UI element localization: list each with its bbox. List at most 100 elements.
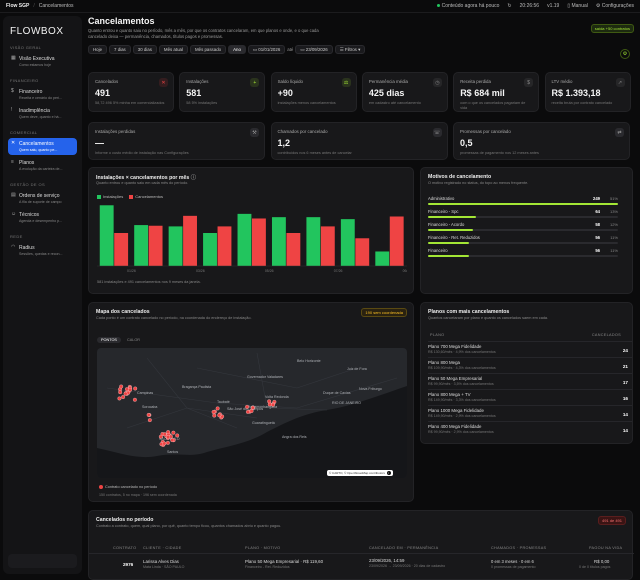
cancel-point[interactable] [212,413,217,418]
cancel-point[interactable] [132,397,137,402]
period-button[interactable]: Hoje [88,45,108,54]
tick-label: 05/26 [265,269,274,273]
map-place-label: Angra dos Reis [282,435,307,439]
cancel-point[interactable] [128,387,133,392]
cancel-point[interactable] [271,402,275,407]
user-menu[interactable] [8,554,77,568]
sidebar-item-desc: Quem deve, quanto e há... [19,115,62,119]
cancel-point[interactable] [146,413,151,417]
tab-heat[interactable]: CALOR [126,338,141,342]
cancel-point[interactable] [166,430,171,435]
settings-button[interactable]: ⚙ Configurações [595,3,634,9]
period-button[interactable]: Ano [228,45,246,54]
sidebar-item-ordens-de-servi-o[interactable]: ▤ Ordens de serviço A fila de suporte de c… [8,190,77,207]
cancel-point[interactable] [267,399,272,404]
reason-count: 249 [593,196,600,201]
app-name[interactable]: Flow SGP [6,3,30,9]
plan-row[interactable]: Plano 700 Mega Fidelidade R$ 130,60/mês ·… [428,341,632,354]
kpi-card: LTV médio R$ 1.393,18 receita bruta por co… [544,72,631,112]
bar-cancel [114,233,129,266]
sidebar-item-t-cnicos[interactable]: ☺ Técnicos Agenda e desempenho p... [8,209,77,226]
reason-name: Financeiro [428,248,448,253]
plan-count: 17 [622,380,628,385]
clock-icon: ◷ [432,78,442,87]
cancel-point[interactable] [162,432,167,437]
table-column-header[interactable]: PLANO · MOTIVO [245,546,281,550]
cancel-point[interactable] [170,438,175,443]
plan-row[interactable]: Plano 800 Mega R$ 109,90/mês · 4,3% dos c… [428,357,632,370]
manual-button[interactable]: ▯ Manual [567,3,588,9]
date-separator: até [287,47,294,52]
logo[interactable]: FLOWBOX [10,26,64,37]
sidebar-item-cancelamentos[interactable]: ✕ Cancelamentos Quem saiu, quanto pe... [8,138,77,155]
cancel-point[interactable] [162,441,167,446]
cancel-point[interactable] [175,433,180,438]
alert-icon: ! [11,107,13,113]
dashboard-settings-icon[interactable]: ⚙ [620,49,630,59]
plan-name: Plano 50 Mega Empresarial [428,376,483,381]
cancel-point[interactable] [147,418,152,423]
sidebar-item-text: Financeiro Receita e cenário do perí... [19,89,62,100]
cancel-point[interactable] [119,384,124,389]
table-column-header[interactable]: PAGOU NA VIDA [589,546,623,550]
refresh-icon[interactable]: ↻ [507,3,512,9]
cancel-point[interactable] [211,410,216,414]
install-vs-cancel-chart-card: Instalações × cancelamentos por mês ⓘ Qu… [88,167,414,294]
cancel-point[interactable] [118,390,123,395]
more-filters-button[interactable]: ☰ Filtros ▾ [334,45,366,54]
reason-row: Financeiro - Acordo 58 12% [428,222,618,231]
table-column-header[interactable]: CONTRATO [113,546,137,550]
period-button[interactable]: Mês passado [189,45,227,54]
kpi-value: 491 [95,88,111,98]
cancel-point[interactable] [165,440,170,445]
map-place-label: Duque de Caxias [323,391,351,395]
table-column-header[interactable]: CLIENTE · CIDADE [143,546,182,550]
cancel-point[interactable] [171,430,176,435]
date-from-input[interactable]: ▭ 01/01/2026 [247,45,286,54]
cancel-point[interactable] [217,413,222,418]
info-icon[interactable]: ⓘ [190,175,196,181]
plan-row[interactable]: Plano 1000 Mega Fidelidade R$ 149,90/mês … [428,405,632,418]
sidebar-item-desc: Quem saiu, quanto pe... [19,148,58,152]
map-place-label: Juiz de Fora [347,367,367,371]
cancel-point[interactable] [166,435,171,440]
sidebar-item-planos[interactable]: ≡ Planos A evolução da carteira de... [8,157,77,174]
dollar-icon: $ [11,88,14,94]
table-row[interactable]: 2976 Larissa Alves Dias Mata Linda · SÃO P… [89,553,634,573]
sidebar-item-inadimpl-ncia[interactable]: ! Inadimplência Quem deve, quanto e há... [8,105,77,122]
sidebar-item-radius[interactable]: ◠ Radius Sessões, quedas e recon... [8,242,77,259]
plan-row[interactable]: Plano 800 Mega + TV R$ 149,90/mês · 3,3% … [428,389,632,402]
cancel-point[interactable] [250,405,255,410]
table-column-header[interactable]: CHAMADOS · PROMESSAS [491,546,547,550]
tool-icon: ⚒ [250,128,259,137]
cancel-point[interactable] [158,434,163,439]
sidebar-section-title: FINANCEIRO [10,78,39,83]
cancel-point[interactable] [245,404,249,409]
cancel-point[interactable] [123,391,128,396]
period-button[interactable]: Mês atual [158,45,188,54]
period-button[interactable]: 7 dias [109,45,131,54]
tab-points[interactable]: PONTOS [97,337,121,343]
cancel-point[interactable] [121,395,126,399]
table-column-header[interactable]: CANCELADO EM · PERMANÊNCIA [369,546,439,550]
sidebar-item-label: Técnicos [19,212,40,218]
cancel-point[interactable] [245,409,250,414]
plan-row[interactable]: Plano 400 Mega Fidelidade R$ 99,90/mês · … [428,421,632,434]
date-to-input[interactable]: ▭ 23/09/2026 [295,45,333,54]
user-icon: ☺ [11,211,17,217]
kpi-value: 425 dias [368,88,405,98]
sidebar-item-financeiro[interactable]: $ Financeiro Receita e cenário do perí... [8,86,77,103]
sidebar-item-vis-o-executiva[interactable]: ▦ Visão Executiva Como estamos hoje [8,53,77,70]
map-view[interactable]: Belo Horizonte Juiz de Fora Nova Friburgo G… [97,348,407,478]
map-attribution: © CARTO, © OpenStreetMap contributors i [327,470,393,476]
header-badge: saída +50 contratos [590,24,634,33]
cancel-point[interactable] [215,406,220,411]
period-button[interactable]: 30 dias [132,45,157,54]
kpi-card: Receita perdida R$ 684 mil com o que os ca… [453,72,540,112]
plan-row[interactable]: Plano 50 Mega Empresarial R$ 99,90/mês · … [428,373,632,386]
cancel-point[interactable] [133,386,138,391]
cancel-point[interactable] [249,409,254,413]
info-icon[interactable]: i [386,471,391,475]
cancel-point[interactable] [117,396,122,401]
map-place-label: Governador Valadares [247,375,283,379]
